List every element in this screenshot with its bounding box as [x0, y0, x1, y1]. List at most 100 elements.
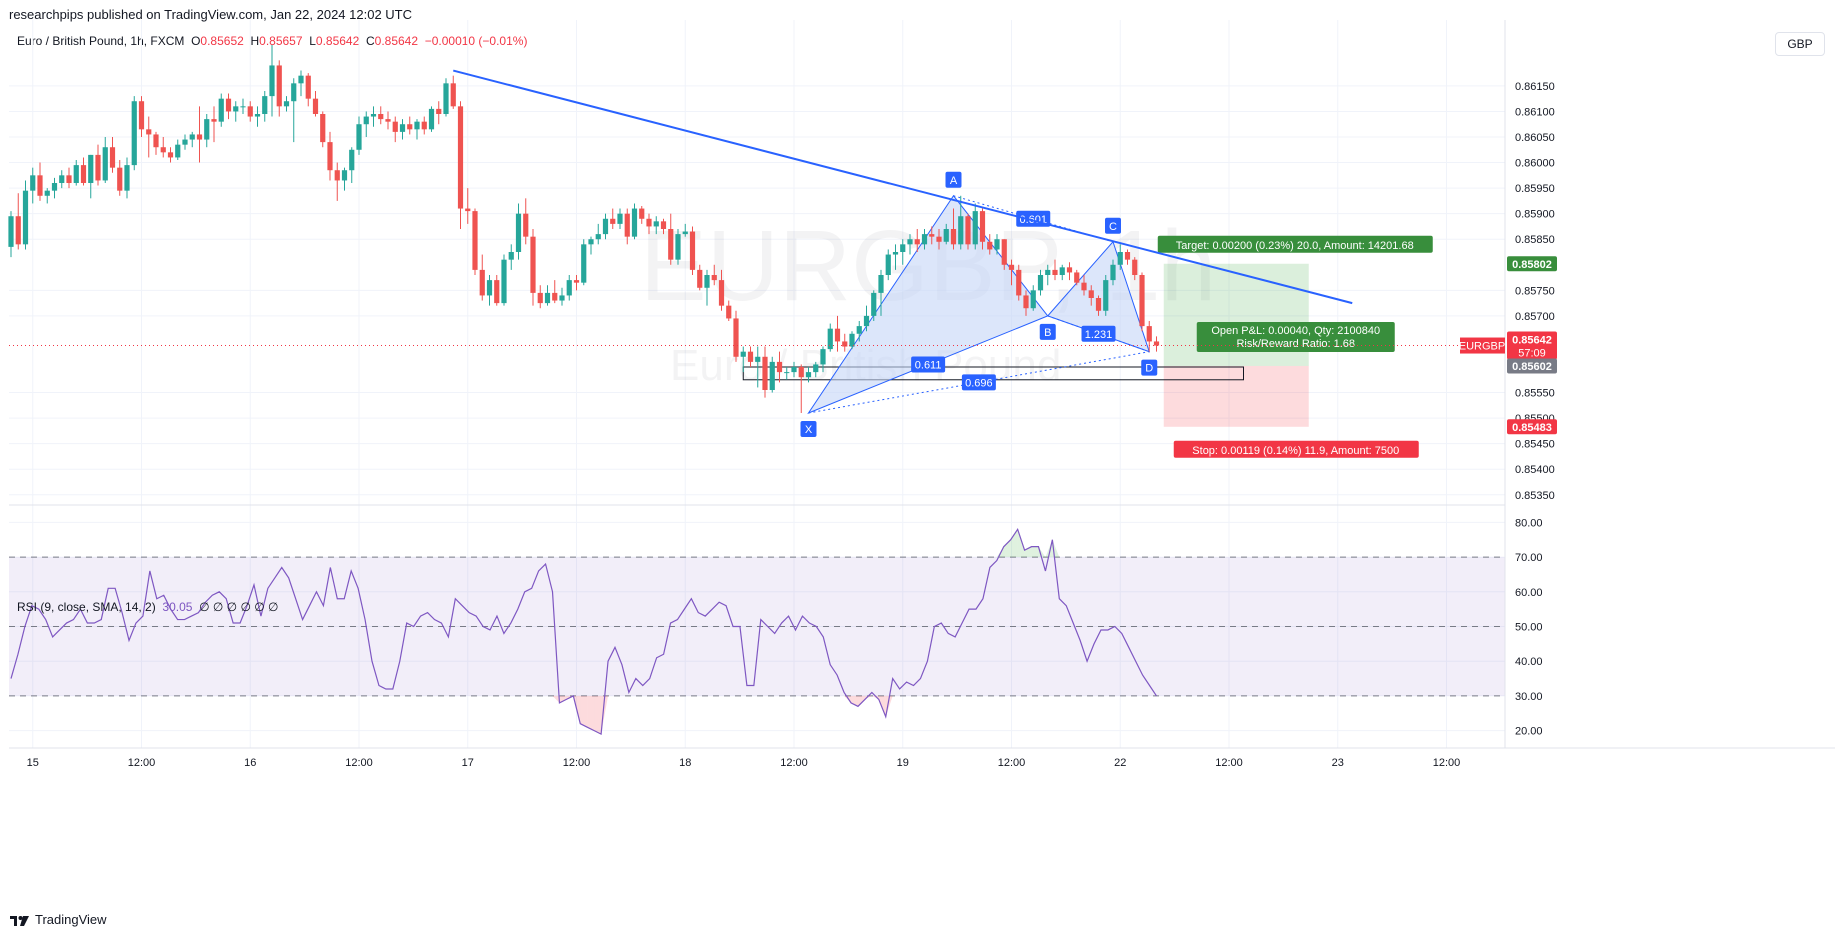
candle-body [892, 252, 899, 255]
change-value: −0.00010 (−0.01%) [424, 34, 528, 48]
pattern-point-box[interactable] [945, 171, 962, 188]
candle-body [8, 216, 14, 247]
candle-body [80, 165, 87, 183]
candle-body [820, 349, 826, 365]
candle-body [508, 252, 514, 260]
price-chart[interactable]: EURGBP, 1h Euro / British Pound Target: … [0, 0, 1835, 905]
candle-body [66, 175, 72, 183]
price-tick-label: 0.86100 [1515, 106, 1555, 118]
candle-body [958, 216, 964, 245]
candle-body [1132, 259, 1138, 275]
rsi-oversold-fill [857, 695, 865, 707]
rsi-overbought-fill [1045, 539, 1053, 558]
candle-body [1030, 290, 1036, 309]
loss-zone[interactable] [1163, 365, 1309, 427]
candle-body [1037, 275, 1044, 291]
candle-body [131, 101, 137, 166]
last-price-label: 0.85642 [1512, 335, 1552, 347]
rsi-overbought-fill [1010, 529, 1018, 558]
candle-body [921, 234, 928, 245]
ratio-box [911, 356, 946, 373]
trendline[interactable] [9, 69, 1505, 347]
candle-body [450, 83, 456, 107]
currency-button[interactable]: GBP [1775, 32, 1825, 56]
candle-body [30, 175, 36, 191]
time-tick-label: 15 [27, 757, 39, 769]
candle-body [755, 356, 761, 362]
candle-body [1124, 252, 1131, 260]
candle-body [617, 213, 623, 224]
candle-body [189, 134, 195, 140]
candle-body [776, 361, 783, 373]
time-tick-label: 12:00 [1215, 757, 1243, 769]
price-tick-label: 0.85550 [1515, 388, 1555, 400]
rsi-overbought-fill [1003, 539, 1011, 558]
candle-body [225, 98, 232, 112]
candle-body [733, 318, 739, 357]
candle-body [59, 175, 65, 183]
candle-body [1146, 326, 1152, 342]
candle-body [965, 216, 971, 245]
time-tick-label: 12:00 [128, 757, 156, 769]
rsi-oversold-fill [587, 695, 595, 731]
candle-body [109, 147, 116, 168]
candle-body [849, 333, 855, 347]
price-tick-label: 0.85850 [1515, 234, 1555, 246]
candle-body [740, 351, 746, 357]
candle-body [726, 305, 732, 319]
tradingview-footer[interactable]: TradingView [9, 912, 107, 927]
candle-body [1023, 295, 1029, 309]
candle-body [407, 124, 413, 130]
candle-body [907, 239, 913, 245]
rsi-extra-values: ∅ ∅ ∅ ∅ ∅ ∅ [199, 600, 279, 614]
ratio-label: 0.611 [915, 359, 942, 371]
candle-body [211, 119, 217, 122]
stop-price-label: 0.85483 [1512, 422, 1552, 434]
tradingview-logo-icon [10, 915, 29, 926]
pattern-point-box[interactable] [800, 421, 817, 437]
pattern-point-box[interactable] [1105, 217, 1121, 234]
candle-body [283, 101, 290, 107]
close-label: C [365, 34, 375, 48]
candle-body [233, 106, 239, 112]
trendline-line[interactable] [452, 69, 1353, 305]
position-tool[interactable]: Target: 0.00200 (0.23%) 20.0, Amount: 14… [742, 235, 1433, 458]
candle-body [421, 121, 427, 130]
time-tick-label: 18 [679, 757, 691, 769]
pnl-line: Open P&L: 0.00040, Qty: 2100840 [1211, 325, 1380, 337]
price-tick-label: 0.85700 [1515, 311, 1555, 323]
candle-body [327, 142, 333, 171]
rsi-overbought-fill [1031, 546, 1039, 558]
open-label: O [191, 34, 201, 48]
candle-body [523, 213, 529, 237]
pattern-point-box[interactable] [1141, 359, 1158, 376]
pattern-point-label: B [1044, 327, 1051, 339]
candle-body [182, 139, 188, 145]
target-price-label: 0.85802 [1512, 259, 1552, 271]
ratio-label: 0.696 [965, 377, 993, 389]
rsi-tick-label: 30.00 [1515, 691, 1543, 703]
candle-body [573, 280, 580, 283]
entry-price-label-box [1507, 358, 1557, 374]
pattern-point-box[interactable] [1039, 323, 1056, 340]
rsi-oversold-fill [559, 695, 567, 703]
candle-body [298, 75, 304, 84]
candle-body [428, 108, 435, 130]
candle-body [334, 170, 340, 181]
rsi-tick-label: 70.00 [1515, 552, 1543, 564]
pattern-point-label: D [1145, 363, 1153, 375]
candle-body [341, 170, 348, 181]
candle-body [813, 364, 819, 373]
candle-body [1016, 269, 1022, 296]
symbol-title: Euro / British Pound, 1h, FXCM [17, 34, 185, 48]
candle-body [1008, 264, 1015, 270]
target-label: Target: 0.00200 (0.23%) 20.0, Amount: 14… [1176, 240, 1414, 252]
time-tick-label: 16 [244, 757, 256, 769]
candle-body [501, 259, 507, 304]
candle-body [943, 229, 949, 242]
entry-price-label: 0.85602 [1512, 361, 1552, 373]
candle-body [675, 234, 681, 260]
candle-body [117, 167, 123, 191]
candle-body [276, 65, 282, 107]
